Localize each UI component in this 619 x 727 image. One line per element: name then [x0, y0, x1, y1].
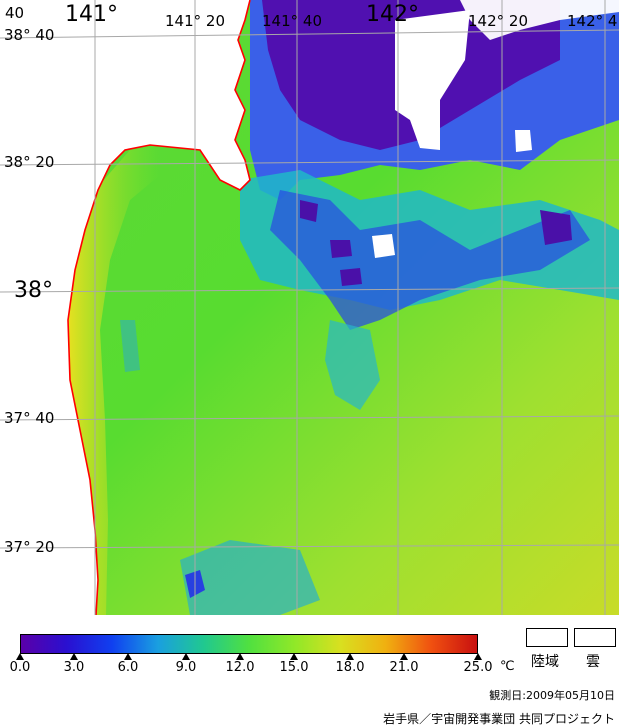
tick-label-18: 18.0 — [335, 660, 365, 675]
tick-label-25: 25.0 — [463, 660, 493, 675]
tick-mark — [290, 653, 298, 660]
west-cool-streak — [120, 320, 140, 372]
tick-label-12: 12.0 — [225, 660, 255, 675]
tick-mark — [236, 653, 244, 660]
coastline — [67, 0, 251, 615]
graticule — [0, 0, 619, 615]
cloud-patch-4 — [515, 130, 532, 152]
tick-mark — [16, 653, 24, 660]
observation-date: 観測日:2009年05月10日 — [489, 689, 615, 702]
tick-label-6: 6.0 — [117, 660, 139, 675]
tick-label-9: 9.0 — [175, 660, 197, 675]
tick-mark — [400, 653, 408, 660]
lat-label-37-40: 37° 40 — [4, 409, 55, 427]
cloud-patch-1 — [395, 10, 470, 150]
land-swatch — [526, 628, 568, 647]
sea-surface-temperature-map — [0, 0, 619, 615]
lat-label-38-20: 38° 20 — [4, 153, 55, 171]
lon-label-141-20: 141° 20 — [165, 12, 225, 30]
corner-label: 40 — [5, 4, 25, 22]
tick-mark — [346, 653, 354, 660]
tick-mark — [474, 653, 482, 660]
tick-mark — [70, 653, 78, 660]
lon-label-142-20: 142° 20 — [468, 12, 528, 30]
tick-label-15: 15.0 — [279, 660, 309, 675]
blue-eddies — [270, 190, 590, 330]
lat-label-38-40: 38° 40 — [4, 26, 55, 44]
tick-label-21: 21.0 — [389, 660, 419, 675]
tick-mark — [182, 653, 190, 660]
unit-label: ℃ — [500, 659, 515, 674]
cloud-label: 雲 — [586, 654, 600, 670]
tick-label-3: 3.0 — [63, 660, 85, 675]
tick-label-0: 0.0 — [9, 660, 31, 675]
project-credit: 岩手県／宇宙開発事業団 共同プロジェクト — [383, 712, 615, 726]
lon-label-141-40: 141° 40 — [262, 12, 322, 30]
cloud-patch-2 — [460, 0, 619, 40]
lat-label-37-20: 37° 20 — [4, 538, 55, 556]
lon-label-141: 141° — [65, 2, 118, 27]
lon-label-142: 142° — [366, 2, 419, 27]
land-label: 陸域 — [531, 654, 559, 670]
lat-label-38: 38° — [14, 278, 53, 303]
cloud-patch-3 — [372, 234, 395, 258]
southwest-cool-patch — [180, 540, 320, 615]
tick-mark — [124, 653, 132, 660]
temperature-colorbar — [20, 634, 478, 654]
cloud-swatch — [574, 628, 616, 647]
mid-cool-plume — [325, 320, 380, 410]
land-area — [0, 0, 250, 615]
lon-label-142-40: 142° 4 — [567, 12, 618, 30]
